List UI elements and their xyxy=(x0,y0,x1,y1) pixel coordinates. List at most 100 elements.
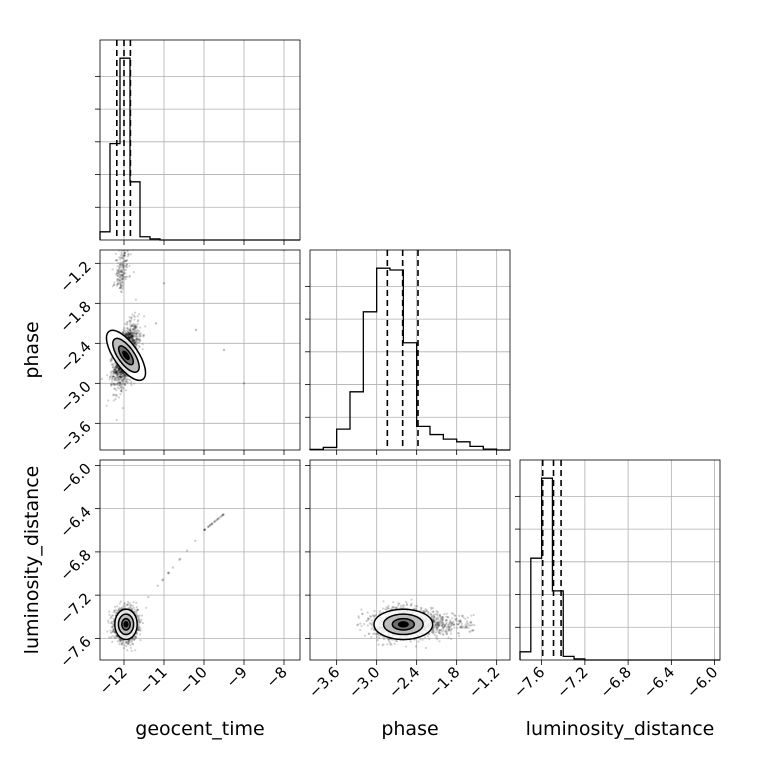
sample-point xyxy=(450,637,453,641)
sample-point xyxy=(130,334,134,337)
sample-point xyxy=(389,643,392,646)
sample-point xyxy=(113,377,116,380)
sample-point xyxy=(111,268,114,271)
sample-point xyxy=(117,272,120,275)
sample-point xyxy=(124,389,128,392)
sample-point xyxy=(110,358,114,362)
sample-point xyxy=(203,528,206,532)
sample-point xyxy=(118,640,121,643)
sample-point xyxy=(110,370,113,373)
sample-point xyxy=(115,259,118,262)
sample-point xyxy=(361,612,364,615)
sample-point xyxy=(112,371,115,374)
sample-point xyxy=(132,335,135,338)
sample-point xyxy=(118,276,121,279)
sample-point xyxy=(472,613,475,617)
sample-point xyxy=(124,264,128,267)
sample-point xyxy=(437,624,440,627)
sample-point xyxy=(129,332,132,335)
sample-point xyxy=(363,634,367,637)
sample-point xyxy=(118,286,122,290)
sample-point xyxy=(100,377,103,381)
sample-point xyxy=(458,614,461,617)
sample-point xyxy=(132,332,135,336)
sample-point xyxy=(129,321,132,324)
sample-point xyxy=(119,371,122,375)
sample-point xyxy=(454,618,457,621)
sample-point xyxy=(108,375,112,378)
sample-point xyxy=(112,370,115,374)
sample-point xyxy=(123,375,126,378)
scatter-panel-luminosity-distance-vs-geocent-time: −12 −11 −10 −9 −8−7.6−7.2−6.8−6.4−6.0 xyxy=(56,460,301,698)
sample-point xyxy=(121,280,124,284)
sample-point xyxy=(121,374,125,377)
sample-point xyxy=(432,630,435,633)
sample-point xyxy=(441,619,444,622)
sample-point xyxy=(448,621,452,625)
sample-point xyxy=(384,608,387,611)
sample-point xyxy=(131,337,135,340)
sample-point xyxy=(437,625,440,628)
sample-point xyxy=(120,378,124,382)
sample-point xyxy=(138,334,141,337)
sample-point xyxy=(123,327,126,330)
sample-point xyxy=(133,608,136,611)
sample-point xyxy=(113,630,116,634)
sample-point xyxy=(203,528,206,531)
sample-point xyxy=(122,276,125,279)
sample-point xyxy=(370,627,373,630)
sample-point xyxy=(447,616,450,619)
sample-point xyxy=(433,626,436,629)
sample-point xyxy=(222,513,225,516)
sample-point xyxy=(112,368,116,371)
sample-point xyxy=(436,622,439,625)
sample-point xyxy=(113,383,116,386)
sample-point xyxy=(126,334,130,337)
sample-point xyxy=(133,334,136,338)
sample-point xyxy=(122,268,125,271)
sample-point xyxy=(131,336,135,339)
sample-point xyxy=(118,606,121,610)
sample-point xyxy=(468,624,471,627)
sample-point xyxy=(432,610,435,613)
sample-point xyxy=(127,333,130,337)
sample-point xyxy=(449,629,452,633)
sample-point xyxy=(430,630,433,634)
sample-point xyxy=(399,604,403,608)
sample-point xyxy=(121,382,124,385)
sample-point xyxy=(120,256,123,260)
sample-point xyxy=(134,342,137,345)
sample-point xyxy=(109,358,112,361)
sample-point xyxy=(113,283,116,286)
sample-point xyxy=(134,331,137,335)
sample-point xyxy=(454,619,457,622)
x-tick-label: −6.4 xyxy=(640,663,678,701)
sample-point xyxy=(120,643,123,646)
sample-point xyxy=(122,605,125,608)
sample-point xyxy=(135,633,138,636)
sample-point xyxy=(126,600,130,603)
sample-point xyxy=(405,600,408,603)
sample-point xyxy=(118,381,122,384)
sample-point xyxy=(114,368,117,371)
sample-point xyxy=(118,377,121,380)
sample-point xyxy=(123,377,126,380)
sample-point xyxy=(113,379,116,382)
sample-point xyxy=(114,364,117,367)
sample-point xyxy=(129,607,132,610)
sample-point xyxy=(115,365,118,368)
sample-point xyxy=(106,374,109,377)
sample-point xyxy=(124,275,127,278)
sample-point xyxy=(122,263,125,266)
sample-point xyxy=(440,624,443,627)
sample-point xyxy=(121,288,124,291)
sample-point xyxy=(430,616,433,619)
sample-point xyxy=(125,263,128,266)
sample-point xyxy=(107,621,110,624)
sample-point xyxy=(124,329,127,332)
sample-point xyxy=(127,642,130,646)
sample-point xyxy=(112,374,115,378)
sample-point xyxy=(117,375,121,378)
sample-point xyxy=(109,617,112,620)
sample-point xyxy=(420,607,423,610)
